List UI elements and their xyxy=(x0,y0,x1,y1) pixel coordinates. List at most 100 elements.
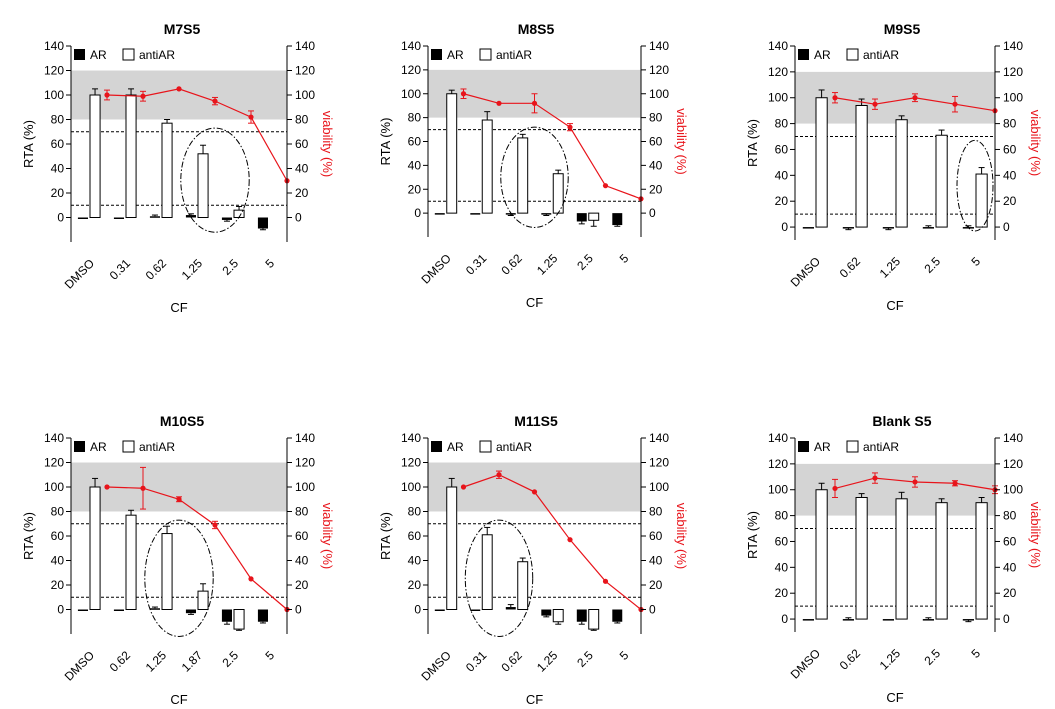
bar-ar-2 xyxy=(882,227,894,229)
bar-ar-4 xyxy=(962,619,974,621)
x-tick-label-0: DMSO xyxy=(788,646,823,681)
legend-swatch-antiar xyxy=(479,440,492,453)
x-tick-label-0: DMSO xyxy=(419,648,454,683)
chart-title: Blank S5 xyxy=(872,413,931,429)
viability-point-1 xyxy=(496,100,502,106)
legend-swatch-ar xyxy=(74,49,85,60)
right-tick-label: 60 xyxy=(649,135,663,149)
right-tick-label: 40 xyxy=(295,162,309,176)
bar-ar-1 xyxy=(842,619,854,621)
x-tick-label-3: 1.25 xyxy=(179,256,206,283)
left-tick-label: 60 xyxy=(51,529,65,543)
bar-antiar-4 xyxy=(588,609,600,630)
bar-antiar-4 xyxy=(975,173,988,228)
x-axis-label: CF xyxy=(886,298,903,313)
right-tick-label: 100 xyxy=(649,480,669,494)
right-tick-label: 100 xyxy=(295,480,315,494)
chart-panel-4: 0 0 20 20 40 40 60 60 80 80 100 100 120 120 140 140 DMSO… xyxy=(378,413,689,707)
viability-line xyxy=(463,474,642,610)
legend-label-antiar: antiAR xyxy=(496,440,532,454)
viability-point-3 xyxy=(567,537,573,543)
legend-swatch-ar xyxy=(798,441,809,452)
right-tick-label: 40 xyxy=(1003,168,1017,182)
left-tick-label: 80 xyxy=(775,509,789,523)
viability-point-3 xyxy=(567,124,573,130)
x-tick-label-5: 5 xyxy=(617,648,632,663)
right-tick-label: 80 xyxy=(649,111,663,125)
bar-ar-5 xyxy=(612,213,623,226)
left-tick-label: 20 xyxy=(775,194,789,208)
x-tick-label-3: 1.25 xyxy=(534,251,561,278)
right-tick-label: 100 xyxy=(1003,483,1023,497)
viability-point-2 xyxy=(176,86,182,92)
left-tick-label: 60 xyxy=(775,142,789,156)
right-tick-label: 60 xyxy=(1003,534,1017,548)
bar-ar-4 xyxy=(221,609,232,622)
bar-antiar-4 xyxy=(588,212,600,221)
chart-panel-1: 0 0 20 20 40 40 60 60 80 80 100 100 120 120 140 140 DMSO… xyxy=(378,21,689,310)
left-tick-label: 0 xyxy=(414,603,421,617)
left-tick-label: 140 xyxy=(768,431,788,445)
left-tick-label: 60 xyxy=(408,135,422,149)
legend-label-ar: AR xyxy=(90,48,107,62)
x-tick-label-0: DMSO xyxy=(419,251,454,286)
right-tick-label: 140 xyxy=(1003,431,1023,445)
x-tick-label-3: 2.5 xyxy=(921,254,943,276)
legend-swatch-antiar xyxy=(846,440,859,453)
bar-ar-3 xyxy=(541,609,552,616)
right-tick-label: 60 xyxy=(649,529,663,543)
bar-antiar-1 xyxy=(855,496,868,620)
highlight-ellipse xyxy=(956,139,994,232)
bar-ar-2 xyxy=(505,607,516,610)
x-axis-label: CF xyxy=(170,300,187,315)
x-tick-label-4: 2.5 xyxy=(219,648,241,670)
shaded-band xyxy=(795,71,995,124)
bar-ar-5 xyxy=(257,217,268,229)
highlight-ellipse xyxy=(500,126,569,228)
right-tick-label: 80 xyxy=(1003,117,1017,131)
right-tick-label: 0 xyxy=(649,603,656,617)
chart-panel-0: 0 0 20 20 40 40 60 60 80 80 100 100 120 120 140 140 DMSO… xyxy=(21,21,335,315)
bar-ar-4 xyxy=(221,217,232,220)
x-tick-label-4: 2.5 xyxy=(574,251,596,273)
legend-swatch-antiar xyxy=(122,48,135,61)
bar-ar-2 xyxy=(505,213,516,215)
legend-label-ar: AR xyxy=(447,48,464,62)
shaded-band xyxy=(428,462,641,512)
left-tick-label: 40 xyxy=(775,168,789,182)
right-tick-label: 120 xyxy=(295,64,315,78)
bar-ar-0 xyxy=(77,609,88,611)
legend-label-ar: AR xyxy=(814,48,831,62)
left-tick-label: 80 xyxy=(408,111,422,125)
legend-swatch-ar xyxy=(431,49,442,60)
highlight-ellipse xyxy=(144,519,214,637)
left-tick-label: 40 xyxy=(51,554,65,568)
x-tick-label-3: 2.5 xyxy=(921,646,943,668)
legend-label-ar: AR xyxy=(447,440,464,454)
right-tick-label: 120 xyxy=(1003,457,1023,471)
bar-antiar-2 xyxy=(895,498,908,620)
left-tick-label: 80 xyxy=(408,505,422,519)
right-tick-label: 120 xyxy=(649,456,669,470)
right-tick-label: 80 xyxy=(295,113,309,127)
bar-ar-3 xyxy=(185,215,196,218)
left-tick-label: 100 xyxy=(401,87,421,101)
viability-point-2 xyxy=(912,479,918,485)
left-tick-label: 140 xyxy=(401,39,421,53)
viability-point-4 xyxy=(602,183,609,189)
left-tick-label: 20 xyxy=(51,186,65,200)
chart-title: M11S5 xyxy=(514,413,558,429)
left-tick-label: 60 xyxy=(408,529,422,543)
bar-antiar-3 xyxy=(197,153,209,219)
x-tick-label-4: 2.5 xyxy=(219,256,241,278)
right-tick-label: 40 xyxy=(1003,560,1017,574)
viability-point-3 xyxy=(212,522,218,528)
shaded-band xyxy=(71,70,287,120)
bar-antiar-3 xyxy=(552,609,564,623)
bar-ar-4 xyxy=(576,213,587,222)
right-tick-label: 100 xyxy=(1003,91,1023,105)
x-axis-label: CF xyxy=(526,295,543,310)
bar-antiar-3 xyxy=(552,173,564,214)
left-tick-label: 140 xyxy=(768,39,788,53)
viability-point-1 xyxy=(872,475,878,481)
